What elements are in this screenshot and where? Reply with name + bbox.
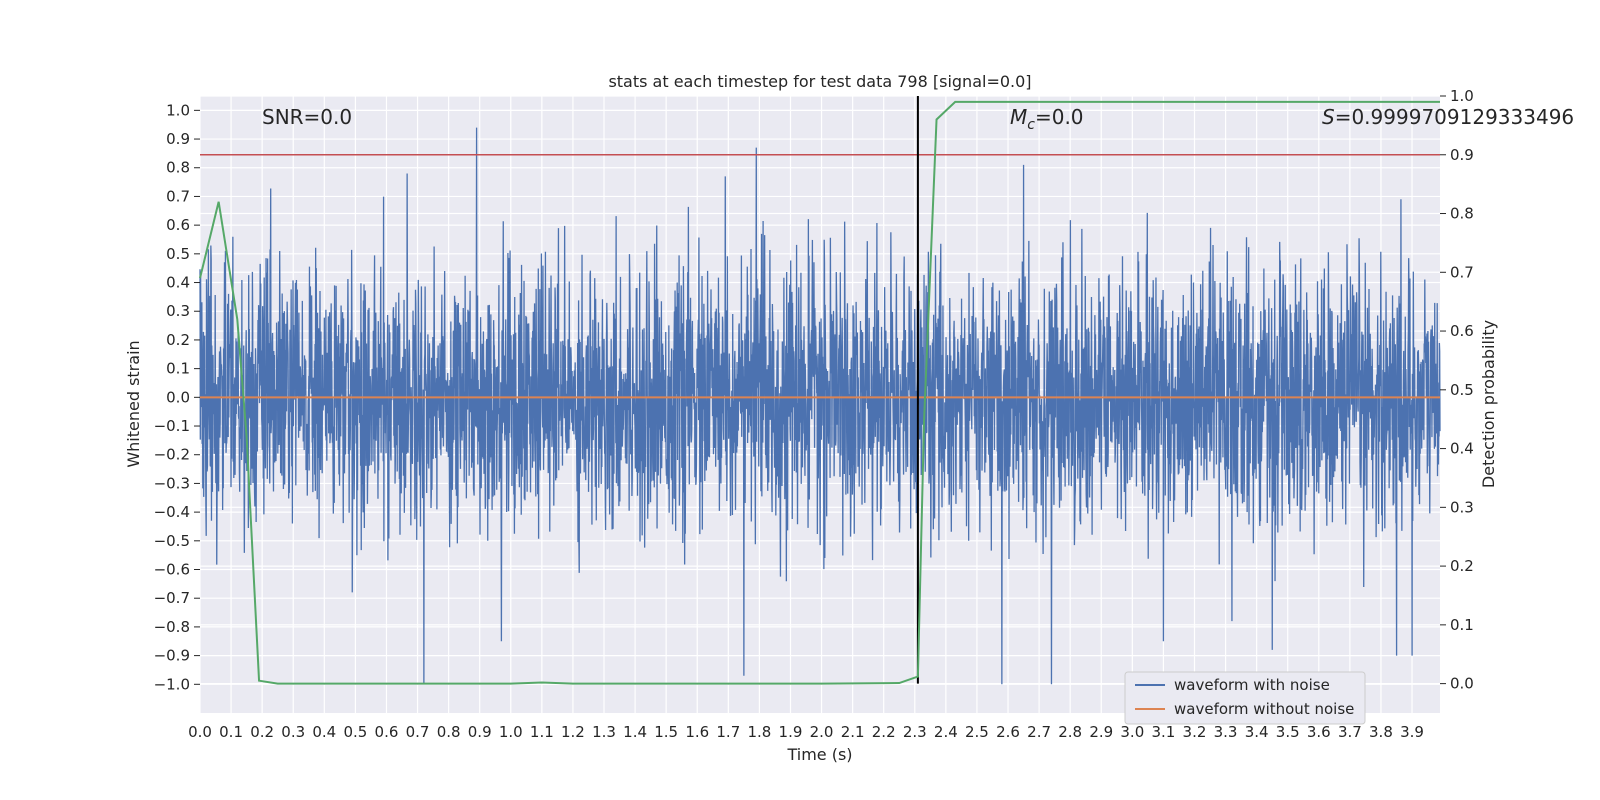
y-tick-label: −0.7 <box>154 589 190 607</box>
x-tick-label: 1.9 <box>779 723 803 741</box>
legend-label-clean: waveform without noise <box>1174 700 1354 718</box>
y2-axis-label: Detection probability <box>1479 320 1498 488</box>
x-tick-label: 3.3 <box>1214 723 1238 741</box>
x-tick-label: 3.0 <box>1120 723 1144 741</box>
y-tick-label: −0.6 <box>154 561 190 579</box>
y2-tick-label: 0.3 <box>1450 498 1474 516</box>
x-tick-label: 2.9 <box>1089 723 1113 741</box>
y-tick-label: −0.9 <box>154 647 190 665</box>
y-axis-label: Whitened strain <box>124 340 143 467</box>
x-tick-label: 1.5 <box>654 723 678 741</box>
x-tick-label: 0.7 <box>406 723 430 741</box>
x-tick-label: 3.1 <box>1151 723 1175 741</box>
y2-tick-label: 0.2 <box>1450 557 1474 575</box>
x-tick-label: 0.0 <box>188 723 212 741</box>
x-tick-label: 2.1 <box>841 723 865 741</box>
y2-tick-label: 0.6 <box>1450 322 1474 340</box>
x-tick-label: 2.3 <box>903 723 927 741</box>
y-tick-label: 0.1 <box>166 360 190 378</box>
y-tick-label: 0.5 <box>166 245 190 263</box>
y-tick-label: −0.4 <box>154 503 190 521</box>
x-tick-label: 1.1 <box>530 723 554 741</box>
s-value: =0.9999709129333496 <box>1335 105 1574 129</box>
x-tick-label: 3.8 <box>1369 723 1393 741</box>
x-tick-label: 1.4 <box>623 723 647 741</box>
x-tick-label: 1.0 <box>499 723 523 741</box>
axes-text: 0.0 0.1 0.2 0.3 0.4 0.5 0.6 0.7 0.8 0.9 1.0 1.1 1.2 1… <box>154 87 1474 741</box>
y-tick-label: 0.2 <box>166 331 190 349</box>
x-axis-label: Time (s) <box>786 745 852 764</box>
y2-tick-label: 0.5 <box>1450 381 1474 399</box>
waveform-with-noise-line <box>199 127 1441 685</box>
x-tick-label: 3.6 <box>1307 723 1331 741</box>
detection-probability-line <box>199 100 1440 685</box>
y2-tick-label: 1.0 <box>1450 87 1474 105</box>
y-tick-label: 0.4 <box>166 274 190 292</box>
x-tick-label: 2.2 <box>872 723 896 741</box>
x-tick-label: 2.7 <box>1027 723 1051 741</box>
x-tick-label: 1.8 <box>747 723 771 741</box>
y-tick-label: 0.0 <box>166 388 190 406</box>
x-tick-label: 0.3 <box>281 723 305 741</box>
x-tick-label: 0.8 <box>437 723 461 741</box>
y-tick-label: 0.6 <box>166 216 190 234</box>
x-tick-label: 2.0 <box>810 723 834 741</box>
y-tick-label: −1.0 <box>154 675 190 693</box>
y2-tick-label: 0.0 <box>1450 675 1474 693</box>
y-tick-label: −0.3 <box>154 474 190 492</box>
y2-tick-label: 0.9 <box>1450 146 1474 164</box>
y2-tick-label: 0.1 <box>1450 616 1474 634</box>
x-tick-label: 0.5 <box>343 723 367 741</box>
x-tick-label: 3.4 <box>1245 723 1269 741</box>
x-tick-label: 1.6 <box>685 723 709 741</box>
x-tick-label: 2.6 <box>996 723 1020 741</box>
x-tick-label: 3.5 <box>1276 723 1300 741</box>
x-tick-label: 3.2 <box>1183 723 1207 741</box>
y2-tick-label: 0.8 <box>1450 205 1474 223</box>
x-tick-label: 0.9 <box>468 723 492 741</box>
y-tick-label: 0.8 <box>166 159 190 177</box>
x-tick-label: 3.9 <box>1400 723 1424 741</box>
lines-layer <box>199 96 1440 685</box>
x-tick-label: 1.7 <box>716 723 740 741</box>
x-tick-label: 3.7 <box>1338 723 1362 741</box>
y-tick-label: 1.0 <box>166 101 190 119</box>
y-tick-label: −0.5 <box>154 532 190 550</box>
x-tick-label: 2.8 <box>1058 723 1082 741</box>
s-symbol: S <box>1322 105 1335 129</box>
x-tick-label: 1.2 <box>561 723 585 741</box>
legend-label-noise: waveform with noise <box>1174 676 1330 694</box>
mc-symbol: M <box>1010 105 1027 129</box>
x-tick-label: 0.6 <box>375 723 399 741</box>
x-tick-label: 2.5 <box>965 723 989 741</box>
y-tick-label: −0.1 <box>154 417 190 435</box>
y-tick-label: 0.3 <box>166 302 190 320</box>
legend-box <box>1124 671 1366 725</box>
y2-tick-label: 0.4 <box>1450 440 1474 458</box>
mc-subscript: c <box>1027 117 1035 133</box>
waveform-with-noise-series <box>199 127 1441 685</box>
snr-annotation: SNR=0.0 <box>262 105 352 129</box>
y-tick-label: −0.8 <box>154 618 190 636</box>
x-tick-label: 1.3 <box>592 723 616 741</box>
legend: waveform with noise waveform without noi… <box>1124 671 1366 725</box>
s-annotation: S=0.9999709129333496 <box>1322 105 1574 129</box>
y-tick-label: −0.2 <box>154 446 190 464</box>
mc-annotation: Mc=0.0 <box>1010 105 1084 133</box>
x-tick-label: 0.2 <box>250 723 274 741</box>
mc-value: =0.0 <box>1035 105 1084 129</box>
x-tick-label: 2.4 <box>934 723 958 741</box>
chart-title: stats at each timestep for test data 798… <box>608 72 1031 91</box>
y-tick-label: 0.7 <box>166 187 190 205</box>
x-tick-label: 0.4 <box>312 723 336 741</box>
x-tick-label: 0.1 <box>219 723 243 741</box>
y-tick-label: 0.9 <box>166 130 190 148</box>
y2-tick-label: 0.7 <box>1450 263 1474 281</box>
